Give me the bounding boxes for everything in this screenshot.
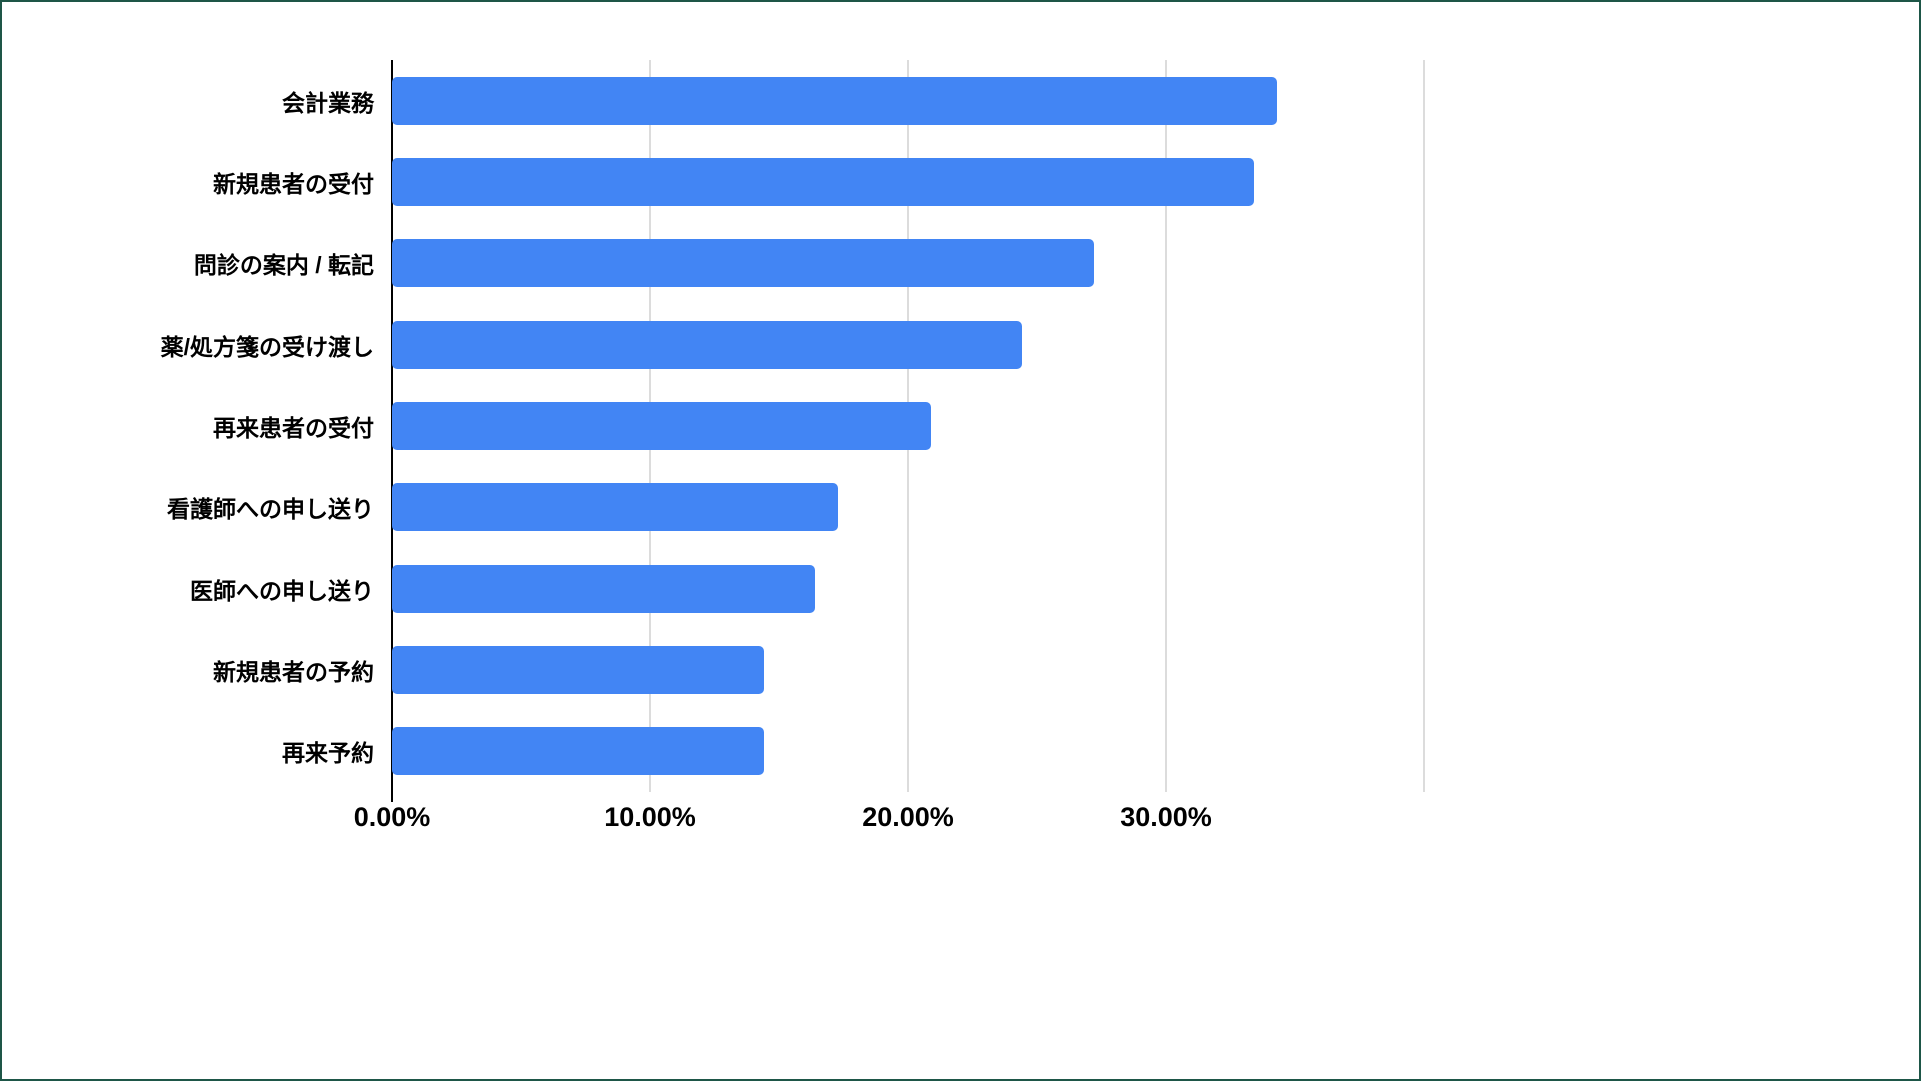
bar <box>392 157 1254 206</box>
bar-track <box>392 629 1424 710</box>
bar-track <box>392 385 1424 466</box>
bar-track <box>392 711 1424 792</box>
gridline <box>1165 60 1167 792</box>
x-tick-label: 20.00% <box>862 802 954 832</box>
bar <box>392 564 816 613</box>
bar <box>392 320 1022 369</box>
x-tick-label: 10.00% <box>604 802 696 832</box>
bar <box>392 727 764 776</box>
category-label: 新規患者の受付 <box>213 170 374 197</box>
x-tick-label: 30.00% <box>1120 802 1212 832</box>
chart-row: 再来患者の受付 <box>2 385 1424 466</box>
gridline <box>1423 60 1425 792</box>
bar-track <box>392 304 1424 385</box>
x-tick-label: 0.00% <box>353 802 431 832</box>
category-label: 会計業務 <box>282 89 374 116</box>
bar <box>392 401 932 450</box>
chart-row: 薬/処方箋の受け渡し <box>2 304 1424 385</box>
bar <box>392 483 839 532</box>
chart-row: 新規患者の受付 <box>2 141 1424 222</box>
chart-row: 問診の案内 / 転記 <box>2 223 1424 304</box>
bar-track <box>392 548 1424 629</box>
bar <box>392 239 1094 288</box>
bar <box>392 76 1277 125</box>
chart-row: 新規患者の予約 <box>2 629 1424 710</box>
chart-row: 看護師への申し送り <box>2 467 1424 548</box>
x-axis-tick-labels: 0.00% 10.00% 20.00% 30.00% <box>354 802 1424 842</box>
category-label: 医師への申し送り <box>190 577 374 604</box>
bar <box>392 645 764 694</box>
bar-track <box>392 141 1424 222</box>
chart-row: 医師への申し送り <box>2 548 1424 629</box>
category-label: 新規患者の予約 <box>213 658 374 685</box>
bar-track <box>392 467 1424 548</box>
bar-track <box>392 60 1424 141</box>
category-label: 問診の案内 / 転記 <box>193 252 374 279</box>
chart-rows: 会計業務新規患者の受付問診の案内 / 転記薬/処方箋の受け渡し再来患者の受付看護… <box>2 60 1424 792</box>
category-label: 再来患者の受付 <box>213 414 374 441</box>
category-label: 再来予約 <box>282 740 374 767</box>
category-label: 看護師への申し送り <box>167 496 374 523</box>
chart-row: 再来予約 <box>2 711 1424 792</box>
chart-row: 会計業務 <box>2 60 1424 141</box>
bar-track <box>392 223 1424 304</box>
category-label: 薬/処方箋の受け渡し <box>160 333 374 360</box>
